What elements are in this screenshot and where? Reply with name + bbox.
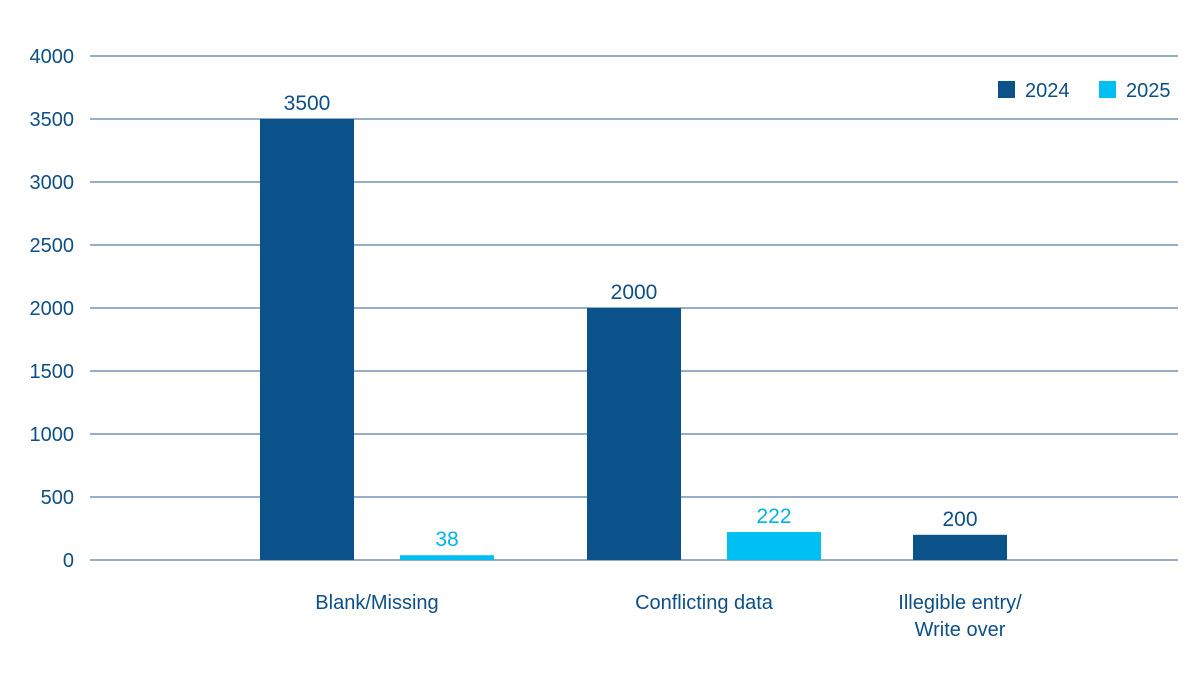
y-tick-label: 2000 xyxy=(30,298,75,320)
y-tick-label: 3000 xyxy=(30,172,75,194)
category-label: Illegible entry/Write over xyxy=(898,592,1022,641)
bars xyxy=(260,119,1007,560)
data-label: 222 xyxy=(756,505,791,528)
data-label: 3500 xyxy=(284,92,331,115)
y-tick-label: 0 xyxy=(63,550,74,572)
y-tick-label: 500 xyxy=(41,487,74,509)
y-tick-label: 1000 xyxy=(30,424,75,446)
bar-2025-0 xyxy=(400,555,494,560)
y-axis-ticks: 0 500 1000 1500 2000 2500 3000 3500 4000 xyxy=(30,46,75,572)
y-tick-label: 2500 xyxy=(30,235,75,257)
x-axis-categories: Blank/Missing Conflicting data Illegible e… xyxy=(315,592,1022,641)
data-label: 2000 xyxy=(611,281,658,304)
data-label: 200 xyxy=(942,508,977,531)
legend-swatch-2024 xyxy=(998,81,1015,98)
data-labels: 3500 2000 200 38 222 xyxy=(284,92,978,551)
y-tick-label: 4000 xyxy=(30,46,75,68)
legend: 2024 2025 xyxy=(998,80,1171,102)
y-tick-label: 1500 xyxy=(30,361,75,383)
legend-label: 2024 xyxy=(1025,80,1070,102)
bar-2025-1 xyxy=(727,532,821,560)
bar-2024-1 xyxy=(587,308,681,560)
data-label: 38 xyxy=(435,528,458,551)
bar-2024-2 xyxy=(913,534,1007,560)
y-tick-label: 3500 xyxy=(30,109,75,131)
bar-2024-0 xyxy=(260,119,354,560)
legend-swatch-2025 xyxy=(1099,81,1116,98)
category-label: Conflicting data xyxy=(635,592,774,614)
legend-label: 2025 xyxy=(1126,80,1171,102)
category-label: Blank/Missing xyxy=(315,592,438,614)
